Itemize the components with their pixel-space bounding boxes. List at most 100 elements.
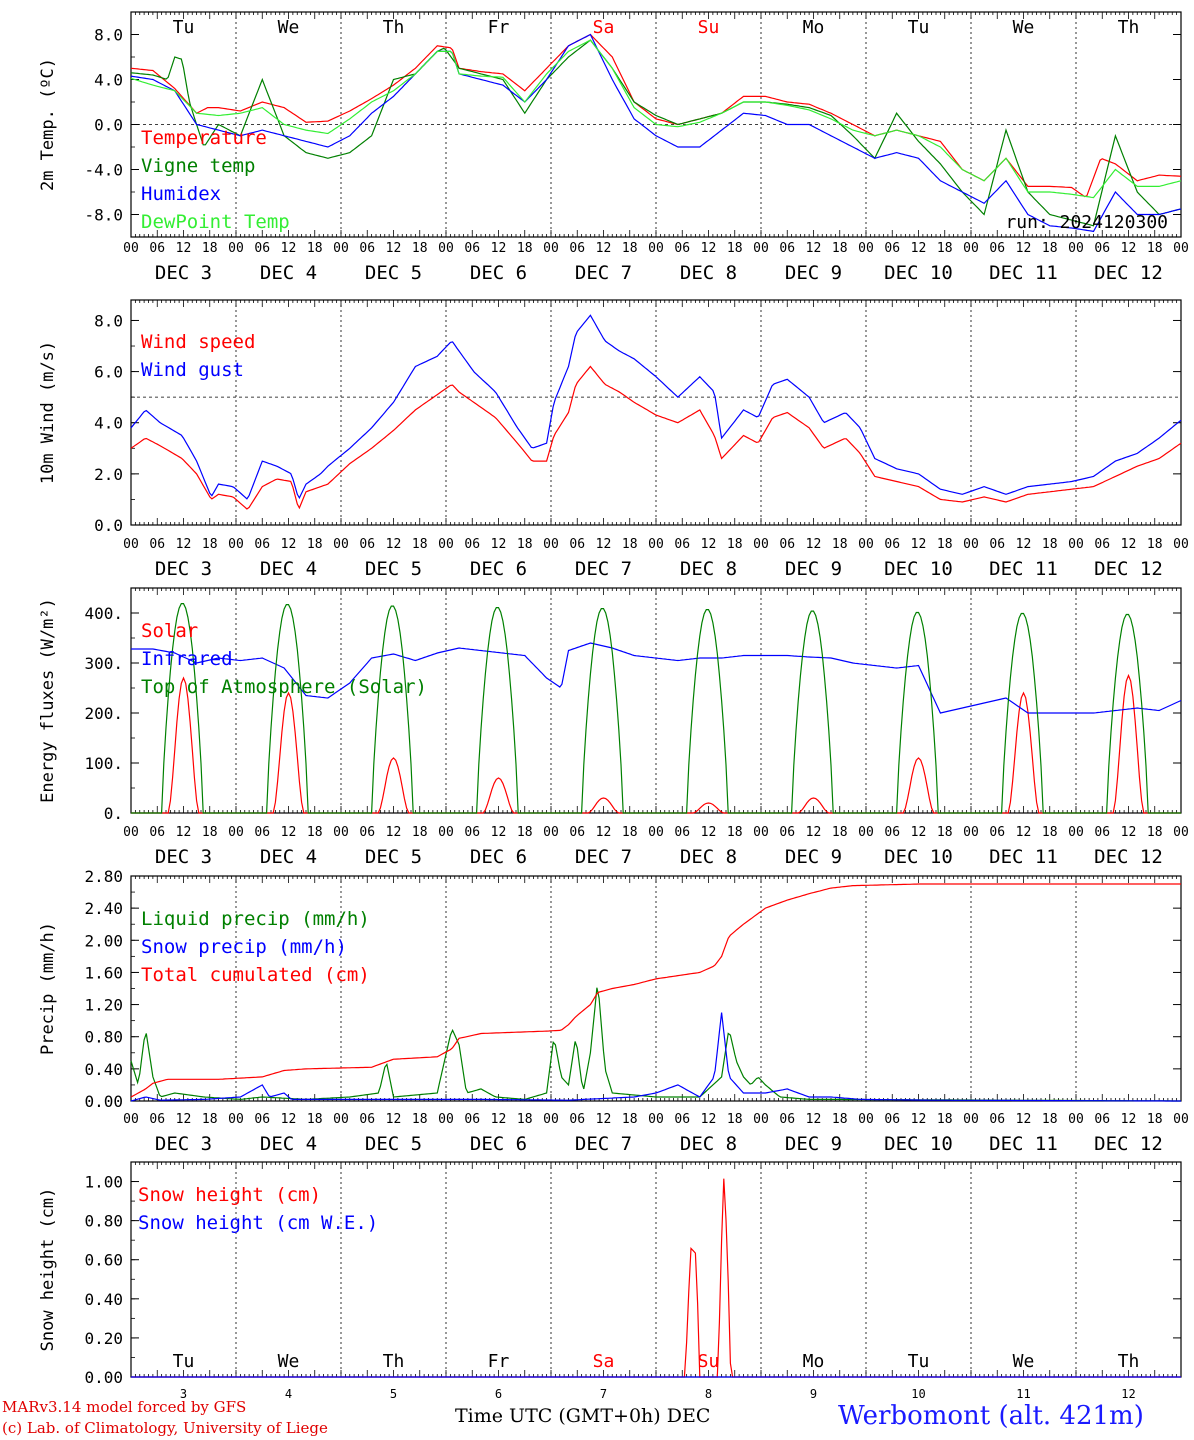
panel-wind: 0.0 2.0 4.0 6.0 8.0 10m Wind (m/s) Wind speed W… [38,299,1189,580]
y-tick-label: 2.80 [84,867,123,886]
date-label: DEC 4 [260,262,317,284]
hour-tick-label: 18 [202,825,218,840]
hour-tick-label: 18 [937,1112,953,1127]
weekday-label: Su [698,1351,720,1372]
hour-tick-label: 00 [228,537,244,552]
hour-tick-label: 06 [359,825,375,840]
hour-tick-label: 18 [202,241,218,256]
weekday-label: We [278,1351,300,1372]
hour-tick-label: 06 [884,1112,900,1127]
hour-tick-label: 12 [1121,537,1137,552]
date-label: DEC 7 [575,1133,632,1155]
hour-tick-label: 18 [622,825,638,840]
day-number-label: 11 [1016,1387,1030,1401]
hour-tick-label: 00 [648,825,664,840]
weekday-label: Tu [908,17,930,38]
hour-tick-label: 06 [254,537,270,552]
date-label: DEC 6 [470,558,527,580]
y-axis-title: Energy fluxes (W/m²) [38,598,58,803]
hour-tick-label: 06 [989,1112,1005,1127]
hour-tick-label: 18 [832,825,848,840]
run-label: run: 2024120300 [1005,212,1168,233]
hour-tick-label: 12 [176,825,192,840]
hour-tick-label: 18 [412,537,428,552]
hour-tick-label: 18 [517,537,533,552]
hour-tick-label: 12 [281,241,297,256]
hour-tick-label: 12 [491,241,507,256]
hour-tick-label: 06 [464,537,480,552]
date-label: DEC 9 [785,1133,842,1155]
hour-tick-label: 12 [911,825,927,840]
hour-tick-label: 12 [491,1112,507,1127]
date-label: DEC 5 [365,262,422,284]
hour-tick-label: 12 [386,825,402,840]
hour-tick-label: 18 [1042,1112,1058,1127]
hour-tick-label: 00 [753,241,769,256]
date-label: DEC 11 [989,846,1058,868]
hour-tick-label: 06 [674,537,690,552]
hour-tick-label: 06 [989,825,1005,840]
date-label: DEC 9 [785,558,842,580]
legend-snow-precip-mm-h-: Snow precip (mm/h) [141,936,347,958]
hour-tick-label: 00 [438,825,454,840]
y-tick-label: 8.0 [94,311,123,330]
date-label: DEC 4 [260,558,317,580]
weekday-label: We [1013,1351,1035,1372]
series-top-of-atmosphere-solar [131,602,1181,814]
hour-tick-label: 12 [911,241,927,256]
legend-snow-height-cm-w-e-: Snow height (cm W.E.) [138,1212,378,1234]
series-humidex [130,33,1182,233]
date-label: DEC 6 [470,846,527,868]
weekday-label: We [278,17,300,38]
hour-tick-label: 00 [333,241,349,256]
y-axis-title: Snow height (cm) [38,1188,58,1352]
hour-tick-label: 12 [176,241,192,256]
y-tick-label: 4.0 [94,414,123,433]
hour-tick-label: 12 [1121,241,1137,256]
hour-tick-label: 12 [1121,1112,1137,1127]
legend-infrared: Infrared [141,648,233,670]
hour-tick-label: 18 [307,825,323,840]
hour-tick-label: 00 [228,1112,244,1127]
weekday-label: Mo [803,1351,825,1372]
hour-tick-label: 06 [569,1112,585,1127]
y-tick-label: 400. [84,604,123,623]
date-label: DEC 11 [989,262,1058,284]
date-label: DEC 7 [575,262,632,284]
day-number-label: 5 [390,1387,397,1401]
legend-wind-gust: Wind gust [141,359,244,381]
hour-tick-label: 00 [963,1112,979,1127]
hour-tick-label: 06 [779,241,795,256]
hour-tick-label: 18 [832,241,848,256]
hour-tick-label: 00 [543,241,559,256]
series-liquid-precip-mm-h [130,987,1181,1102]
day-number-label: 7 [600,1387,607,1401]
hour-tick-label: 12 [386,1112,402,1127]
hour-tick-label: 00 [648,1112,664,1127]
weekday-label: Fr [488,17,510,38]
weekday-label: Tu [173,17,195,38]
y-tick-label: 0.40 [84,1060,123,1079]
hour-tick-label: 06 [149,241,165,256]
y-axis-title: Precip (mm/h) [38,922,58,1055]
hour-tick-label: 00 [228,241,244,256]
hour-tick-label: 18 [1042,241,1058,256]
hour-tick-label: 18 [1147,825,1163,840]
y-tick-label: 0.40 [84,1290,123,1309]
hour-tick-label: 00 [753,537,769,552]
panel-energy: 0. 100. 200. 300. 400. Energy fluxes (W/m²) So… [38,587,1189,868]
y-tick-label: 0.60 [84,1251,123,1270]
hour-tick-label: 00 [438,1112,454,1127]
day-number-label: 12 [1121,1387,1135,1401]
hour-tick-label: 06 [884,241,900,256]
date-label: DEC 7 [575,558,632,580]
hour-tick-label: 06 [569,825,585,840]
hour-tick-label: 06 [1094,241,1110,256]
hour-tick-label: 06 [569,537,585,552]
y-tick-label: 0.0 [94,116,123,135]
date-label: DEC 8 [680,262,737,284]
hour-tick-label: 00 [123,241,139,256]
hour-tick-label: 06 [884,537,900,552]
hour-tick-label: 00 [858,241,874,256]
hour-tick-label: 00 [648,537,664,552]
